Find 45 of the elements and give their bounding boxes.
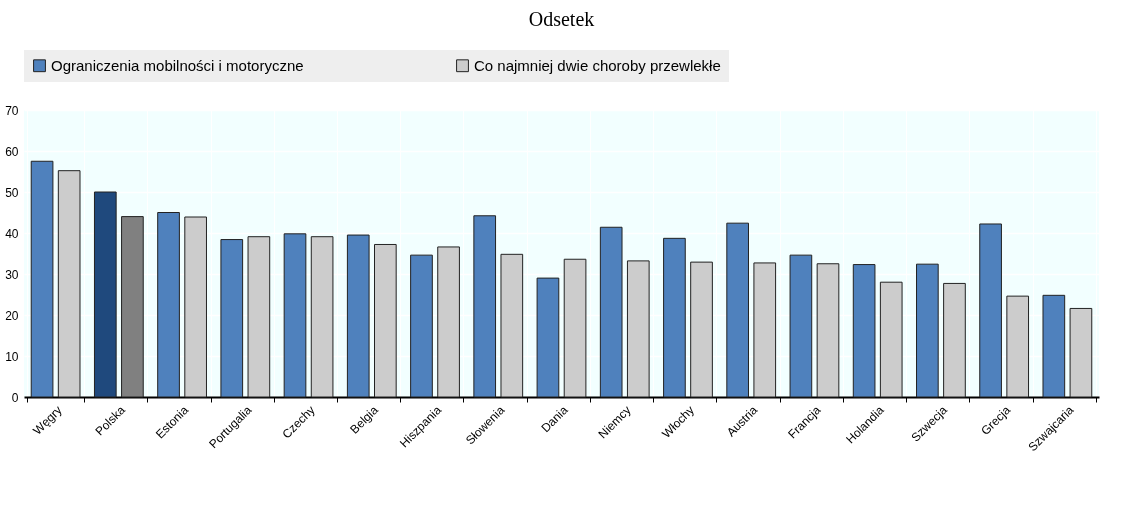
bar	[726, 222, 749, 398]
bar	[473, 215, 497, 398]
bar	[374, 243, 397, 398]
bar	[57, 170, 81, 398]
y-tick-label: 0	[11, 390, 19, 405]
bar	[157, 212, 180, 398]
bar	[346, 234, 370, 398]
bar	[536, 277, 560, 398]
y-tick-label: 20	[5, 308, 19, 323]
bar	[410, 254, 433, 398]
bar	[626, 260, 650, 398]
bar	[1006, 295, 1030, 398]
bar	[121, 216, 144, 398]
legend-label: Co najmniej dwie choroby przewlekłe	[474, 56, 721, 74]
y-tick-label: 70	[5, 103, 19, 118]
y-tick-label: 40	[5, 226, 19, 241]
bar	[220, 239, 244, 398]
bar	[979, 223, 1002, 398]
bar	[247, 236, 271, 398]
bar	[500, 253, 524, 398]
bar	[943, 282, 966, 398]
y-tick-label: 60	[5, 144, 19, 159]
bar	[663, 237, 686, 398]
bar	[184, 216, 207, 398]
bar	[916, 263, 939, 398]
bar	[93, 191, 117, 398]
bar	[879, 281, 903, 398]
y-tick-label: 30	[5, 267, 19, 282]
y-tick-label: 50	[5, 185, 19, 200]
bar	[30, 160, 54, 398]
bar	[852, 264, 876, 398]
bar	[599, 226, 623, 398]
bar	[753, 262, 777, 398]
y-tick-label: 10	[5, 349, 19, 364]
chart-title: Odsetek	[528, 8, 595, 30]
bar	[690, 261, 713, 398]
bar	[310, 236, 334, 398]
bar	[563, 258, 587, 398]
bar	[816, 263, 840, 398]
bar	[1069, 307, 1093, 398]
bar	[1042, 294, 1066, 398]
bar	[789, 254, 813, 398]
bar	[437, 246, 460, 398]
legend-label: Ograniczenia mobilności i motoryczne	[51, 56, 304, 74]
bar	[283, 233, 307, 398]
